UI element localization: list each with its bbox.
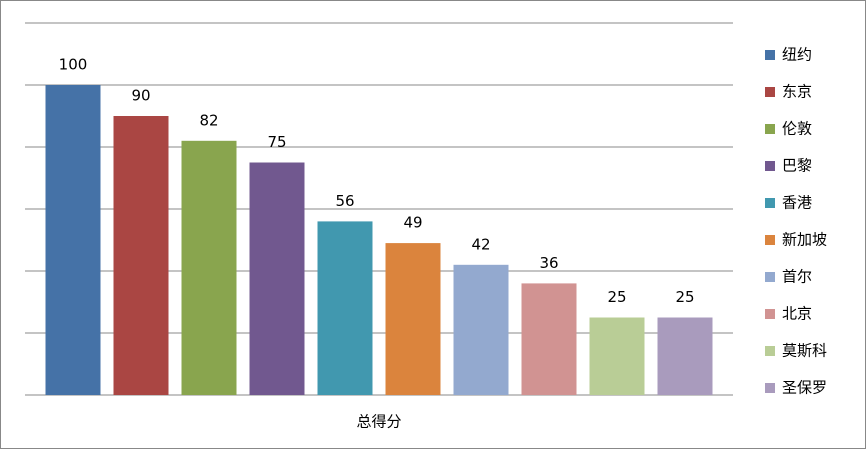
bar	[521, 283, 577, 395]
legend-label: 首尔	[782, 268, 812, 286]
bar	[249, 162, 305, 395]
data-label: 75	[267, 133, 286, 151]
data-label: 36	[539, 254, 558, 272]
data-label: 49	[403, 214, 422, 232]
bar	[657, 317, 713, 395]
bar	[589, 317, 645, 395]
data-label: 82	[199, 111, 218, 129]
data-label: 25	[675, 288, 694, 306]
legend-swatch	[765, 50, 775, 60]
legend-label: 香港	[782, 194, 812, 212]
legend-label: 莫斯科	[782, 342, 827, 360]
legend-swatch	[765, 346, 775, 356]
bar	[453, 264, 509, 395]
data-label: 56	[335, 192, 354, 210]
data-label: 25	[607, 288, 626, 306]
legend-label: 新加坡	[782, 231, 827, 249]
legend-swatch	[765, 383, 775, 393]
data-label: 100	[59, 56, 88, 74]
bar	[45, 85, 101, 395]
legend-swatch	[765, 87, 775, 97]
legend-label: 东京	[782, 83, 812, 101]
bar	[317, 221, 373, 395]
bar	[385, 243, 441, 395]
bar	[181, 140, 237, 395]
legend-label: 巴黎	[782, 157, 812, 175]
legend-label: 圣保罗	[782, 379, 827, 397]
x-tick-label: 总得分	[356, 413, 401, 431]
legend-swatch	[765, 161, 775, 171]
legend-swatch	[765, 198, 775, 208]
bar	[113, 116, 169, 395]
legend-swatch	[765, 272, 775, 282]
legend-label: 纽约	[782, 46, 812, 64]
legend-label: 北京	[782, 305, 812, 323]
data-label: 90	[131, 87, 150, 105]
legend-swatch	[765, 235, 775, 245]
legend-label: 伦敦	[782, 120, 812, 138]
data-label: 42	[471, 235, 490, 253]
legend-swatch	[765, 124, 775, 134]
legend-swatch	[765, 309, 775, 319]
